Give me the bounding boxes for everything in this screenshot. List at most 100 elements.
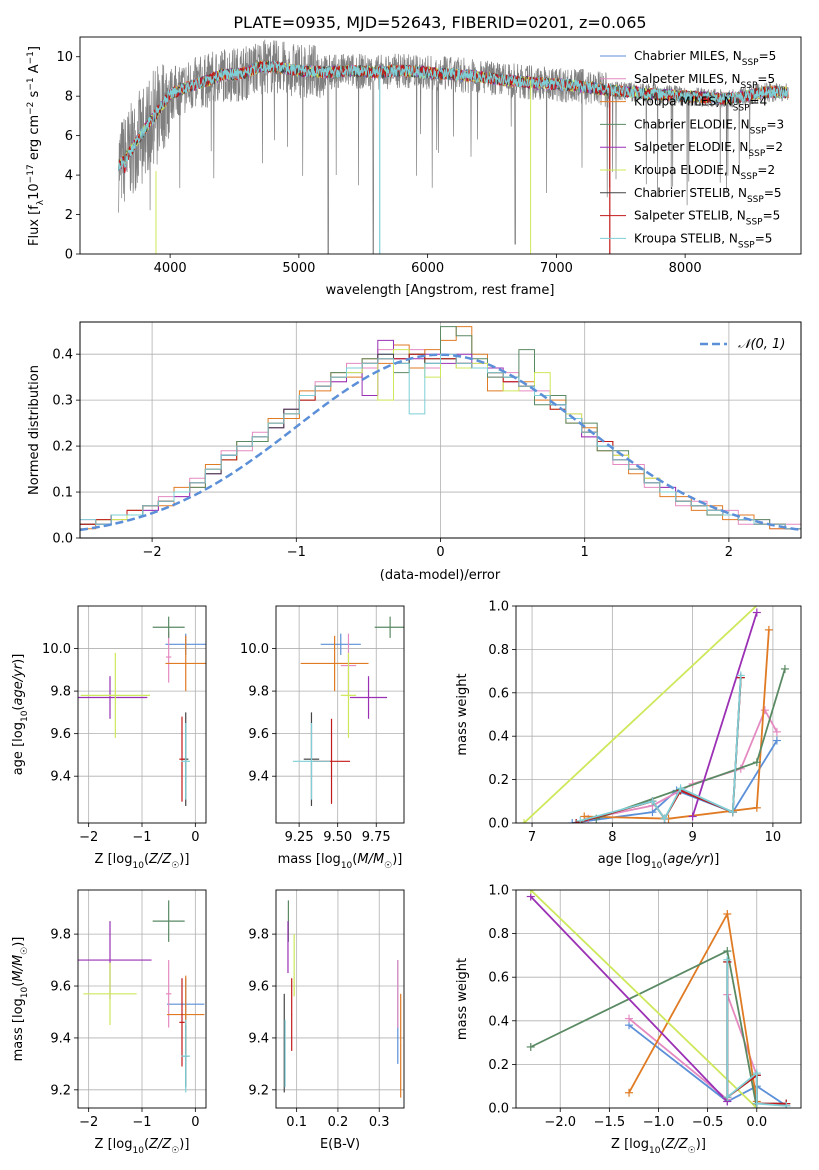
weight-path: [584, 629, 770, 820]
errorbar-salpeter-stelib: [179, 716, 185, 802]
panel-mass_vs_Z: −2 −1 0 9.2 9.4 9.6 9.8 Z [log10(Z/Z☉)] mass [lo…: [11, 889, 207, 1156]
errorbar-kroupa-miles: [165, 635, 206, 692]
y-tick-label: 0.2: [488, 773, 509, 788]
axes-frame-mass_vs_EBV: [275, 889, 405, 1109]
weight-line-chabrier-elodie: [592, 664, 789, 823]
x-tick-label: 5000: [282, 261, 315, 276]
axes-frame-age_vs_mass: [275, 605, 405, 824]
weight-line-kroupa-elodie: [520, 606, 758, 823]
axes-frame-spectrum: [79, 36, 802, 255]
errorbar-kroupa-stelib: [181, 723, 190, 800]
errorbar-salpeter-stelib: [291, 978, 293, 1051]
plot-area-spectrum: [118, 39, 789, 254]
y-axis-label: Flux [fλ10−17 erg cm−2 s−1 A−1]: [26, 46, 46, 246]
panel-massweight_vs_age: 7 8 9 10 0.0 0.2 0.4 0.6 0.8 1.0 age [log10(age/yr…: [455, 600, 802, 871]
errorbar-kroupa-miles: [300, 635, 369, 692]
y-tick-label: 9.6: [50, 727, 71, 742]
x-axis-label: age [log10(age/yr)]: [598, 852, 720, 871]
y-tick-label: 0.2: [52, 440, 73, 455]
y-tick-label: 9.4: [248, 1031, 269, 1046]
axes-frame-top: [79, 321, 802, 539]
plot-area-age_vs_Z: [78, 616, 206, 806]
y-tick-label: 0.0: [488, 817, 509, 832]
errorbar-kroupa-elodie: [293, 934, 295, 997]
weight-path: [530, 890, 758, 1108]
x-tick-label: 0: [191, 1115, 199, 1130]
legend-label: Chabrier ELODIE, NSSP=3: [634, 117, 784, 136]
weight-path: [691, 612, 758, 817]
y-tick-label: 0.2: [488, 1058, 509, 1073]
x-tick-label: −1: [287, 545, 306, 560]
x-tick-label: −2: [79, 830, 98, 845]
figure-title: PLATE=0935, MJD=52643, FIBERID=0201, z=0…: [233, 13, 646, 32]
y-tick-label: 9.4: [248, 770, 269, 785]
x-axis-label: wavelength [Angstrom, rest frame]: [326, 283, 555, 298]
errorbar-kroupa-elodie: [83, 962, 137, 1025]
model-line-kroupa-stelib: [118, 59, 789, 172]
legend-label: Kroupa STELIB, NSSP=5: [634, 231, 772, 250]
errorbar-salpeter-miles: [166, 960, 172, 1028]
x-tick-label: 8000: [669, 261, 702, 276]
legend-label: 𝒩(0, 1): [738, 337, 785, 352]
y-axis-label: Normed distribution: [27, 365, 42, 495]
y-tick-label: 0.3: [52, 394, 73, 409]
panel-mass_vs_EBV: 0.1 0.2 0.3 9.2 9.4 9.6 9.8 E(B-V): [248, 889, 405, 1152]
y-tick-label: 9.6: [50, 980, 71, 995]
y-tick-label: 8: [65, 90, 73, 105]
weight-path: [523, 606, 758, 823]
x-axis-label: (data-model)/error: [380, 568, 501, 583]
x-tick-label: 10: [765, 830, 782, 845]
x-tick-label: −2: [79, 1115, 98, 1130]
panel-residuals: −2 −1 0 1 2 0.0 0.1 0.2 0.3 0.4 𝒩(0, 1) (data-model…: [27, 321, 802, 583]
x-tick-label: −1.0: [643, 1115, 675, 1130]
axes-frame-massweight_vs_age: [515, 605, 802, 824]
y-tick-label: 9.8: [248, 685, 269, 700]
errorbar-salpeter-elodie: [287, 921, 289, 974]
y-tick-label: 4: [65, 169, 73, 184]
y-tick-label: 0.0: [488, 1102, 509, 1117]
x-tick-label: 0: [436, 545, 444, 560]
legend-label: Kroupa MILES, NSSP=4: [634, 95, 767, 114]
errorbar-kroupa-stelib: [181, 1019, 190, 1093]
weight-line-salpeter-elodie: [688, 608, 761, 821]
plot-area-mass_vs_EBV: [283, 900, 402, 1098]
y-tick-label: 9.2: [248, 1083, 269, 1098]
y-tick-label: 0.8: [488, 927, 509, 942]
weight-line-kroupa-stelib: [723, 955, 791, 1108]
x-tick-label: −1: [132, 830, 151, 845]
grid-mass_vs_EBV: [276, 890, 404, 1108]
y-tick-label: 10.0: [42, 642, 71, 657]
y-axis-label: age [log10(age/yr)]: [11, 654, 30, 776]
normal-curve: [80, 353, 801, 532]
panel-age_vs_Z: −2 −1 0 9.4 9.6 9.8 10.0 Z [log10(Z/Z☉)] age [lo…: [11, 605, 207, 871]
x-axis-label: E(B-V): [320, 1137, 360, 1152]
x-tick-label: −1: [132, 1115, 151, 1130]
y-tick-label: 10.0: [240, 642, 269, 657]
weight-line-kroupa-stelib: [576, 671, 745, 823]
plot-area-massweight_vs_Z: [526, 890, 791, 1108]
errorbar-salpeter-elodie: [78, 676, 148, 719]
errorbar-chabrier-elodie: [152, 616, 185, 638]
y-tick-label: 0: [65, 248, 73, 263]
x-tick-label: −2: [143, 545, 162, 560]
legend-label: Kroupa ELODIE, NSSP=2: [634, 163, 775, 182]
y-tick-label: 1.0: [488, 884, 509, 899]
y-tick-label: 9.4: [50, 770, 71, 785]
y-axis-label: mass weight: [455, 958, 470, 1040]
x-tick-label: 7: [528, 830, 536, 845]
x-tick-label: 0.1: [286, 1115, 307, 1130]
errorbar-kroupa-stelib: [292, 723, 330, 800]
errorbar-kroupa-elodie: [340, 652, 357, 738]
legend-label: Salpeter STELIB, NSSP=5: [634, 209, 780, 228]
y-tick-label: 9.8: [50, 928, 71, 943]
x-tick-label: 8: [608, 830, 616, 845]
y-tick-label: 9.6: [248, 980, 269, 995]
x-tick-label: 0.3: [369, 1115, 390, 1130]
x-axis-label: mass [log10(M/M☉)]: [278, 852, 403, 871]
x-tick-label: 4000: [154, 261, 187, 276]
y-tick-label: 9.8: [248, 928, 269, 943]
errorbar-salpeter-miles: [166, 631, 172, 683]
weight-line-chabrier-elodie: [526, 947, 761, 1108]
legend-label: Salpeter MILES, NSSP=5: [634, 72, 775, 91]
